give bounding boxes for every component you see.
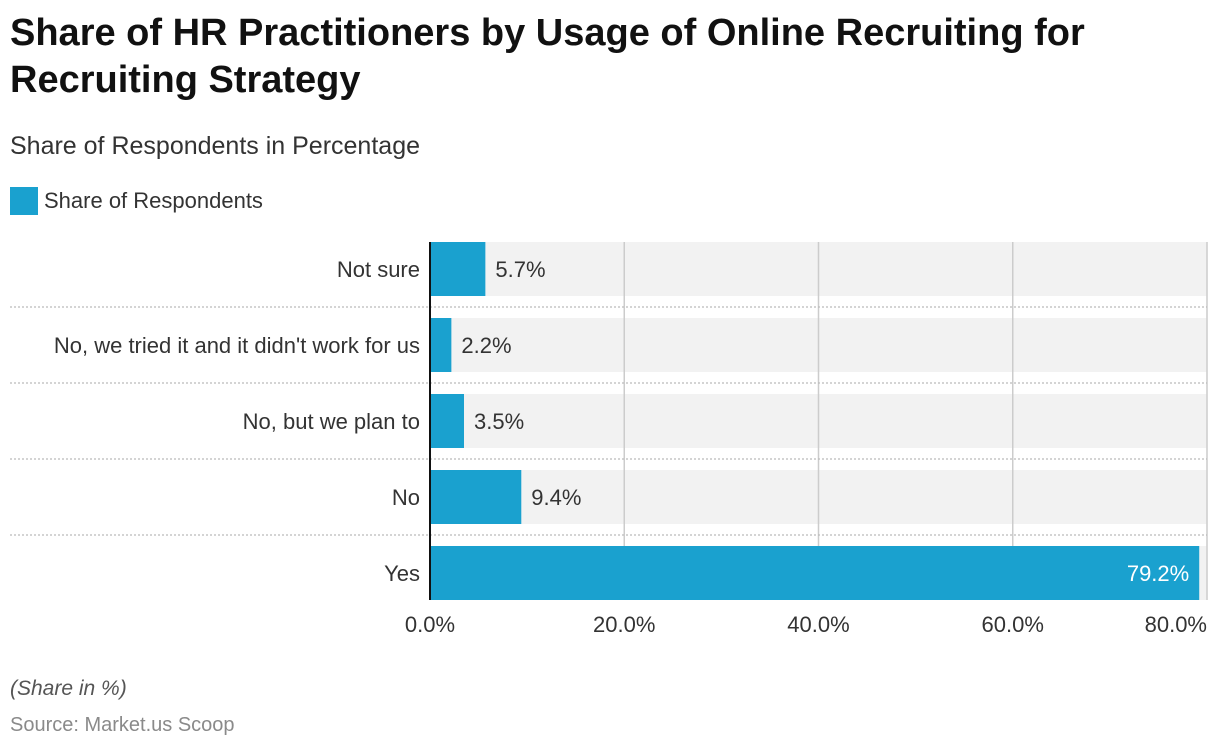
- chart-subtitle: Share of Respondents in Percentage: [10, 132, 420, 160]
- value-label: 3.5%: [474, 409, 524, 434]
- bar: [430, 394, 464, 448]
- value-label: 9.4%: [531, 485, 581, 510]
- value-label: 79.2%: [1127, 561, 1189, 586]
- x-tick-label: 80.0%: [1145, 612, 1207, 637]
- footnote: (Share in %): [10, 677, 127, 700]
- bar: [430, 318, 452, 372]
- bar: [430, 242, 486, 296]
- value-label: 5.7%: [495, 257, 545, 282]
- x-tick-label: 40.0%: [787, 612, 849, 637]
- category-label: No: [392, 485, 420, 510]
- x-tick-label: 20.0%: [593, 612, 655, 637]
- category-label: No, but we plan to: [243, 409, 420, 434]
- source-note: Source: Market.us Scoop: [10, 714, 235, 736]
- x-tick-label: 60.0%: [982, 612, 1044, 637]
- x-tick-label: 0.0%: [405, 612, 455, 637]
- category-label: Yes: [384, 561, 420, 586]
- legend-swatch: [10, 187, 38, 215]
- category-label: No, we tried it and it didn't work for u…: [54, 333, 420, 358]
- category-label: Not sure: [337, 257, 420, 282]
- value-label: 2.2%: [461, 333, 511, 358]
- bar: [430, 470, 522, 524]
- legend-label: Share of Respondents: [44, 188, 263, 213]
- bar: [430, 546, 1200, 600]
- chart-title: Share of HR Practitioners by Usage of On…: [10, 12, 1085, 101]
- legend: Share of Respondents: [10, 186, 263, 216]
